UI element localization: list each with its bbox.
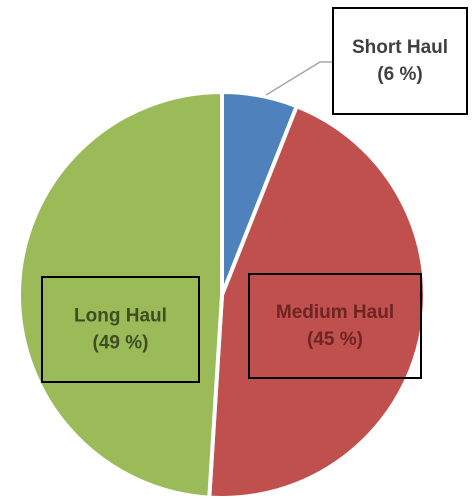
category-label: Long Haul [74,306,167,327]
value-label: (45 %) [307,329,363,350]
category-label: Short Haul [352,37,448,58]
leader-line [265,61,333,96]
value-label: (49 %) [93,333,149,354]
pie-slice [17,89,224,499]
value-label: (6 %) [377,64,422,85]
label-box [41,276,200,383]
category-label: Medium Haul [276,302,394,323]
label-box [332,7,468,115]
label-box [248,273,422,379]
